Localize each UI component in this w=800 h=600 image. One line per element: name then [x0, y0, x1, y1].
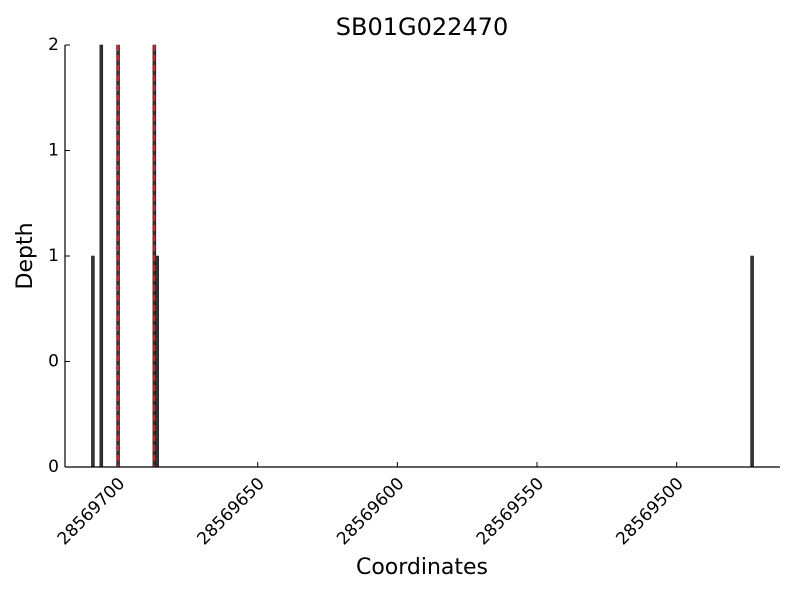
x-tick-label: 28569600 — [333, 474, 408, 549]
x-axis-label: Coordinates — [356, 555, 488, 580]
y-tick-label: 2 — [48, 35, 59, 55]
y-axis-label: Depth — [13, 222, 38, 289]
bar — [750, 255, 754, 468]
x-tick-label: 28569500 — [612, 474, 687, 549]
chart-title: SB01G022470 — [336, 13, 508, 41]
x-tick-label: 28569700 — [54, 474, 129, 549]
y-tick-label: 1 — [48, 141, 59, 161]
bar — [99, 44, 104, 468]
bar — [155, 255, 159, 468]
x-tick-label: 28569650 — [193, 474, 268, 549]
y-tick-label: 0 — [48, 457, 59, 477]
bar — [91, 255, 95, 468]
y-tick-label: 0 — [48, 352, 59, 372]
x-tick-label: 28569550 — [473, 474, 548, 549]
y-tick-label: 1 — [48, 246, 59, 266]
